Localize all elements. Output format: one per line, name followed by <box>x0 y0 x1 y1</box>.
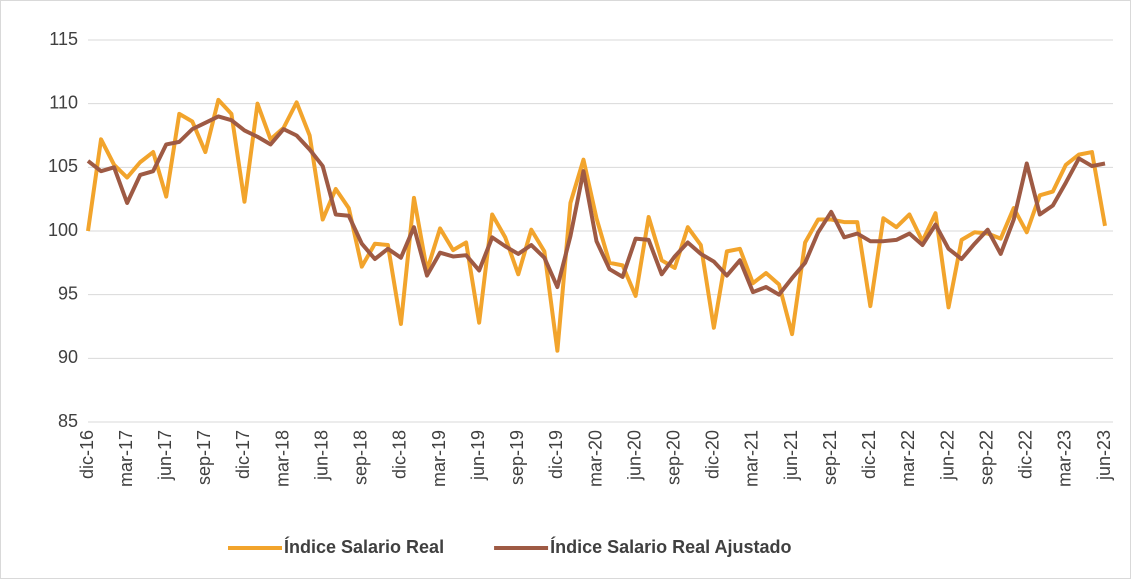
y-tick-label: 110 <box>49 92 78 112</box>
x-tick-label: sep-22 <box>976 430 996 485</box>
legend-label: Índice Salario Real <box>284 536 444 557</box>
y-tick-label: 85 <box>58 411 78 431</box>
x-tick-label: sep-21 <box>820 430 840 485</box>
legend-label: Índice Salario Real Ajustado <box>550 536 791 557</box>
x-tick-label: mar-23 <box>1055 430 1075 487</box>
x-tick-label: dic-19 <box>546 430 566 479</box>
x-tick-label: mar-20 <box>585 430 605 487</box>
x-tick-label: sep-18 <box>351 430 371 485</box>
y-tick-label: 95 <box>58 283 78 303</box>
x-tick-label: jun-20 <box>624 430 644 481</box>
x-tick-label: mar-18 <box>272 430 292 487</box>
x-tick-label: jun-23 <box>1094 430 1114 481</box>
y-tick-label: 90 <box>58 347 78 367</box>
x-tick-label: mar-17 <box>116 430 136 487</box>
y-tick-label: 100 <box>48 220 78 240</box>
y-tick-label: 115 <box>49 29 78 49</box>
x-tick-label: dic-16 <box>77 430 97 479</box>
x-tick-label: dic-22 <box>1016 430 1036 479</box>
y-tick-label: 105 <box>48 156 78 176</box>
x-tick-label: sep-20 <box>663 430 683 485</box>
x-tick-label: dic-21 <box>859 430 879 479</box>
x-tick-label: jun-17 <box>155 430 175 481</box>
x-tick-label: dic-17 <box>233 430 253 479</box>
x-tick-label: mar-22 <box>898 430 918 487</box>
x-tick-label: jun-18 <box>311 430 331 481</box>
x-tick-label: sep-19 <box>507 430 527 485</box>
x-tick-label: sep-17 <box>194 430 214 485</box>
x-tick-label: dic-18 <box>390 430 410 479</box>
x-tick-label: jun-22 <box>937 430 957 481</box>
x-tick-label: dic-20 <box>703 430 723 479</box>
x-tick-label: jun-21 <box>781 430 801 481</box>
series-line <box>86 114 1106 297</box>
x-tick-label: mar-21 <box>742 430 762 487</box>
x-tick-label: mar-19 <box>429 430 449 487</box>
x-tick-label: jun-19 <box>468 430 488 481</box>
series-line <box>86 97 1107 353</box>
